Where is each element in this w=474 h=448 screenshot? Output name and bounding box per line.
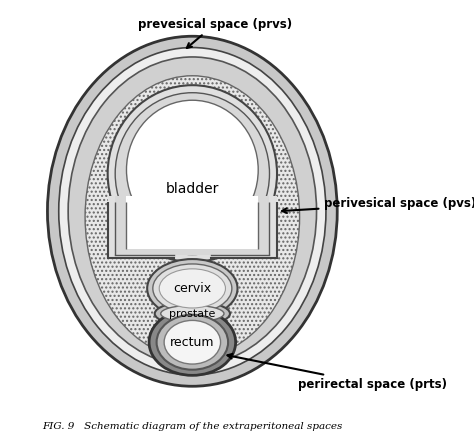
Ellipse shape	[147, 259, 237, 318]
Text: rectum: rectum	[170, 336, 215, 349]
Ellipse shape	[149, 309, 236, 375]
Ellipse shape	[108, 85, 277, 262]
Ellipse shape	[164, 320, 220, 364]
Ellipse shape	[153, 264, 232, 313]
Polygon shape	[127, 196, 258, 249]
Ellipse shape	[161, 306, 224, 322]
Text: FIG. 9   Schematic diagram of the extraperitoneal spaces: FIG. 9 Schematic diagram of the extraper…	[42, 422, 343, 431]
Text: prostate: prostate	[169, 309, 216, 319]
Polygon shape	[115, 196, 270, 254]
Text: bladder: bladder	[165, 182, 219, 196]
Ellipse shape	[156, 315, 228, 370]
Ellipse shape	[127, 100, 258, 240]
Text: perirectal space (prts): perirectal space (prts)	[228, 354, 447, 391]
Ellipse shape	[59, 47, 326, 375]
Ellipse shape	[159, 269, 226, 308]
Polygon shape	[108, 196, 277, 258]
Ellipse shape	[85, 76, 300, 358]
Ellipse shape	[68, 57, 317, 366]
Text: prevesical space (prvs): prevesical space (prvs)	[138, 17, 292, 48]
Ellipse shape	[47, 36, 337, 386]
Ellipse shape	[155, 302, 230, 326]
Ellipse shape	[115, 93, 270, 254]
Text: cervix: cervix	[173, 282, 211, 295]
Text: perivesical space (pvs): perivesical space (pvs)	[282, 197, 474, 213]
